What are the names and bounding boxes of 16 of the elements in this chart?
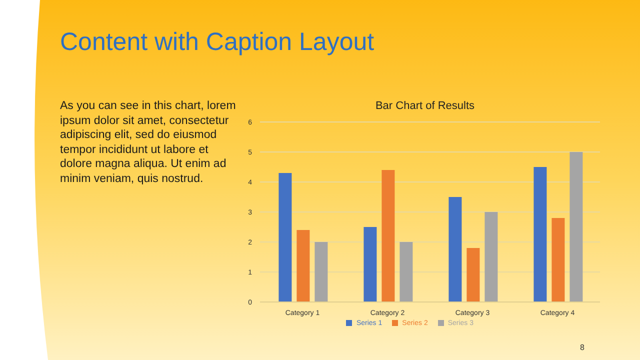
bar [364,227,377,302]
bar [278,173,292,302]
bar [466,248,480,302]
bar [314,242,328,302]
chart-title: Bar Chart of Results [375,100,475,112]
bar [534,167,547,302]
text: 8 [580,343,584,352]
bar [448,197,462,302]
bar [570,152,583,302]
text: Content with Caption Layout [60,28,374,57]
bar [296,230,310,302]
bar [552,218,565,302]
text: As you can see in this chart, lorem ipsum dolor sit amet, consectetur adipiscing elit, sed do eiusmod tempor incididunt ut labore et dolore magna aliqua. Ut enim ad minim veniam, quis nostrud. [60,99,237,187]
bar [484,212,498,302]
bar [382,170,395,302]
bar [400,242,413,302]
